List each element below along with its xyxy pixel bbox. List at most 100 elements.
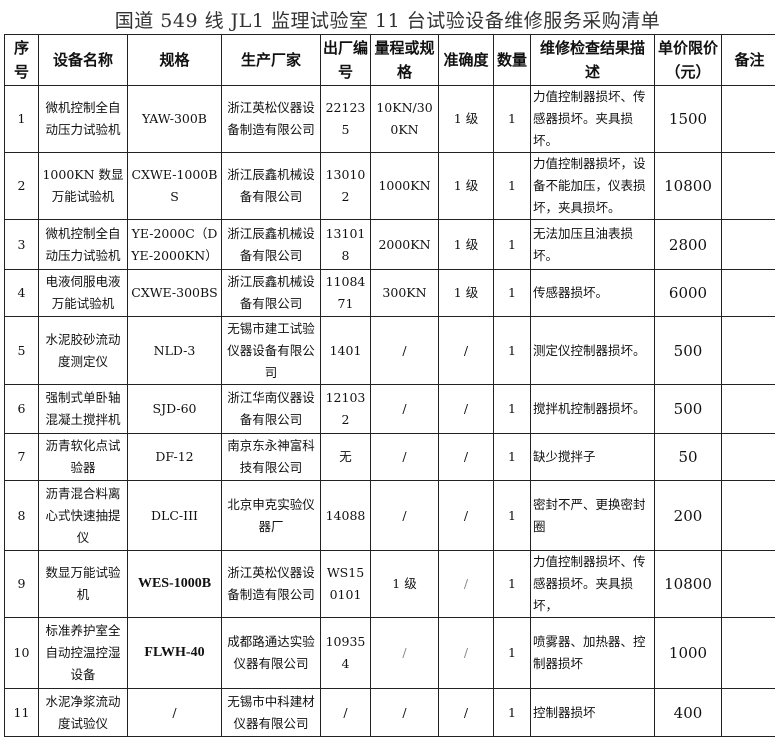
cell-maker: 浙江华南仪器设备有限公司	[222, 385, 321, 434]
cell-no: 11	[5, 689, 39, 737]
cell-name: 电液伺服电液万能试验机	[39, 270, 128, 317]
cell-qty: 1	[494, 481, 531, 551]
cell-note	[722, 220, 775, 270]
cell-price: 500	[655, 317, 722, 385]
cell-name: 水泥净浆流动度试验仪	[39, 689, 128, 737]
cell-name: 微机控制全自动压力试验机	[39, 86, 128, 153]
cell-qty: 1	[494, 86, 531, 153]
header-accuracy: 准确度	[439, 35, 494, 86]
cell-price: 500	[655, 385, 722, 434]
cell-no: 10	[5, 618, 39, 689]
cell-name: 微机控制全自动压力试验机	[39, 220, 128, 270]
cell-accuracy: 1 级	[439, 86, 494, 153]
cell-desc: 密封不严、更换密封圈	[531, 481, 655, 551]
cell-spec: NLD-3	[128, 317, 222, 385]
cell-range: 10KN/300KN	[371, 86, 439, 153]
cell-desc: 力值控制器损坏、传感器损坏。夹具损坏。	[531, 86, 655, 153]
cell-desc: 传感器损坏。	[531, 270, 655, 317]
cell-accuracy: /	[439, 689, 494, 737]
cell-note	[722, 618, 775, 689]
cell-maker: 浙江英松仪器设备制造有限公司	[222, 551, 321, 618]
cell-note	[722, 317, 775, 385]
header-maker: 生产厂家	[222, 35, 321, 86]
cell-spec: /	[128, 689, 222, 737]
cell-maker: 南京东永神富科技有限公司	[222, 434, 321, 481]
cell-serial: 14088	[321, 481, 371, 551]
header-qty: 数量	[494, 35, 531, 86]
cell-no: 3	[5, 220, 39, 270]
cell-spec: FLWH-40	[128, 618, 222, 689]
cell-no: 9	[5, 551, 39, 618]
header-range: 量程或规格	[371, 35, 439, 86]
cell-range: /	[371, 618, 439, 689]
header-row: 序号 设备名称 规格 生产厂家 出厂编号 量程或规格 准确度 数量 维修检查结果…	[5, 35, 775, 86]
cell-name: 水泥胶砂流动度测定仪	[39, 317, 128, 385]
cell-no: 2	[5, 153, 39, 220]
cell-serial: /	[321, 689, 371, 737]
cell-maker: 无锡市建工试验仪器设备有限公司	[222, 317, 321, 385]
cell-range: 300KN	[371, 270, 439, 317]
cell-serial: 121032	[321, 385, 371, 434]
cell-range: 2000KN	[371, 220, 439, 270]
cell-accuracy: /	[439, 618, 494, 689]
cell-name: 数显万能试验机	[39, 551, 128, 618]
cell-maker: 浙江辰鑫机械设备有限公司	[222, 220, 321, 270]
cell-range: /	[371, 434, 439, 481]
cell-accuracy: 1 级	[439, 220, 494, 270]
cell-price: 6000	[655, 270, 722, 317]
cell-desc: 喷雾器、加热器、控制器损坏	[531, 618, 655, 689]
cell-desc: 力值控制器损坏，设备不能加压，仪表损坏，夹具损坏。	[531, 153, 655, 220]
cell-maker: 浙江辰鑫机械设备有限公司	[222, 270, 321, 317]
cell-qty: 1	[494, 689, 531, 737]
cell-note	[722, 86, 775, 153]
cell-spec: CXWE-300BS	[128, 270, 222, 317]
cell-maker: 浙江英松仪器设备制造有限公司	[222, 86, 321, 153]
cell-desc: 缺少搅拌子	[531, 434, 655, 481]
cell-desc: 测定仪控制器损坏。	[531, 317, 655, 385]
cell-no: 1	[5, 86, 39, 153]
cell-spec: DF-12	[128, 434, 222, 481]
cell-note	[722, 551, 775, 618]
cell-desc: 控制器损坏	[531, 689, 655, 737]
header-desc: 维修检查结果描述	[531, 35, 655, 86]
cell-no: 5	[5, 317, 39, 385]
cell-name: 1000KN 数显万能试验机	[39, 153, 128, 220]
cell-note	[722, 481, 775, 551]
cell-range: /	[371, 317, 439, 385]
cell-qty: 1	[494, 434, 531, 481]
cell-name: 沥青软化点试验器	[39, 434, 128, 481]
cell-price: 400	[655, 689, 722, 737]
cell-note	[722, 689, 775, 737]
document-title: 国道 549 线 JL1 监理试验室 11 台试验设备维修服务采购清单	[0, 6, 775, 33]
cell-accuracy: /	[439, 481, 494, 551]
cell-spec: YAW-300B	[128, 86, 222, 153]
cell-range: /	[371, 385, 439, 434]
cell-spec: DLC-III	[128, 481, 222, 551]
cell-price: 1000	[655, 618, 722, 689]
cell-no: 4	[5, 270, 39, 317]
cell-spec: CXWE-1000BS	[128, 153, 222, 220]
cell-name: 沥青混合料离心式快速抽提仪	[39, 481, 128, 551]
cell-desc: 力值控制器损坏、传感器损坏。夹具损坏，	[531, 551, 655, 618]
cell-qty: 1	[494, 551, 531, 618]
cell-qty: 1	[494, 220, 531, 270]
cell-note	[722, 153, 775, 220]
cell-accuracy: /	[439, 551, 494, 618]
cell-serial: 221235	[321, 86, 371, 153]
cell-note	[722, 385, 775, 434]
cell-qty: 1	[494, 270, 531, 317]
header-serial: 出厂编号	[321, 35, 371, 86]
header-name: 设备名称	[39, 35, 128, 86]
cell-maker: 北京申克实验仪器厂	[222, 481, 321, 551]
cell-range: 1 级	[371, 551, 439, 618]
cell-no: 7	[5, 434, 39, 481]
header-note: 备注	[722, 35, 775, 86]
cell-serial: 130102	[321, 153, 371, 220]
